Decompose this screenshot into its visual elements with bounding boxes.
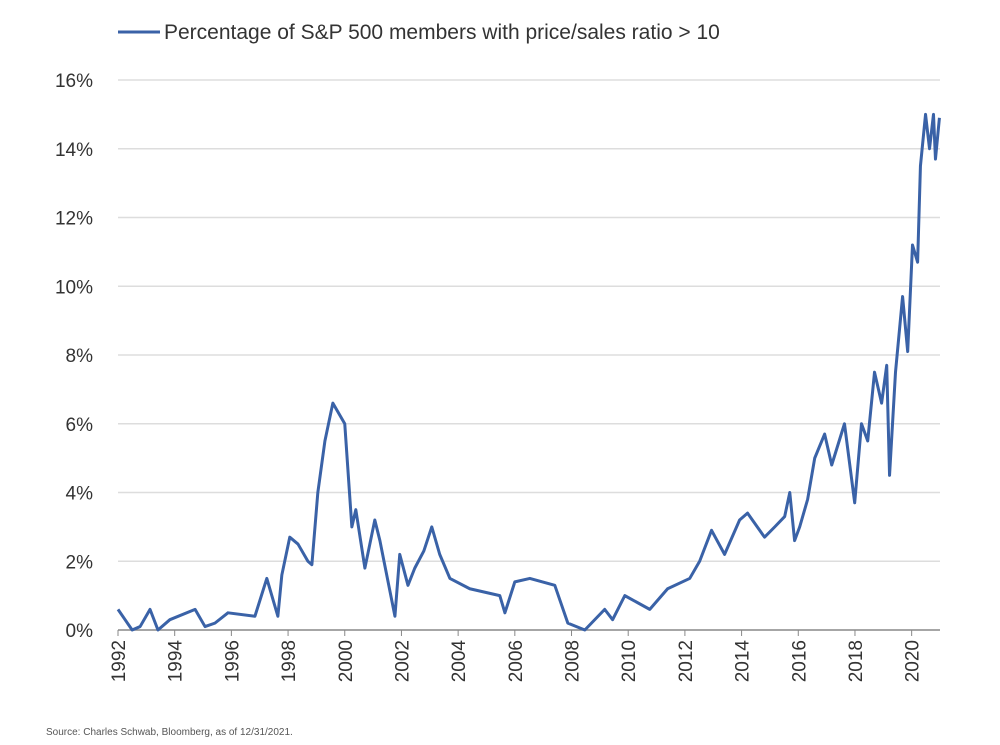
source-note: Source: Charles Schwab, Bloomberg, as of… [46, 727, 293, 738]
y-tick-label: 2% [66, 552, 94, 573]
y-tick-label: 4% [66, 484, 94, 505]
x-tick-label: 1998 [279, 640, 300, 682]
x-tick-label: 2002 [392, 640, 413, 682]
y-tick-label: 10% [55, 277, 93, 298]
y-tick-label: 6% [66, 415, 94, 436]
x-tick-label: 2014 [733, 640, 754, 683]
x-tick-label: 1996 [222, 640, 243, 682]
x-tick-label: 1994 [166, 640, 187, 683]
x-tick-label: 2016 [789, 640, 810, 682]
x-tick-label: 2006 [506, 640, 527, 682]
y-tick-label: 0% [66, 621, 94, 642]
x-tick-label: 2012 [676, 640, 697, 682]
legend-label: Percentage of S&P 500 members with price… [164, 21, 720, 44]
x-tick-label: 2018 [846, 640, 867, 682]
y-tick-label: 16% [55, 71, 93, 92]
data-line [116, 112, 941, 632]
y-tick-label: 12% [55, 209, 93, 230]
x-tick-label: 2008 [563, 640, 584, 682]
x-tick-label: 2004 [449, 640, 470, 683]
x-tick-label: 2000 [336, 640, 357, 682]
x-tick-label: 1992 [109, 640, 130, 682]
y-tick-label: 8% [66, 346, 94, 367]
x-tick-label: 2020 [903, 640, 924, 682]
x-tick-label: 2010 [619, 640, 640, 682]
y-tick-label: 14% [55, 140, 93, 161]
